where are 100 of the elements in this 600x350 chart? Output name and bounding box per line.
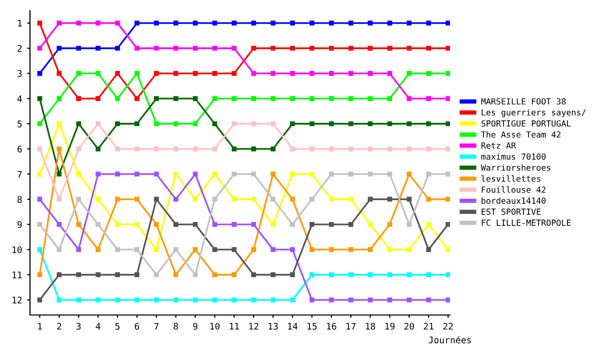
x-tick-label: 15 xyxy=(308,322,317,330)
point xyxy=(446,121,450,126)
point xyxy=(446,172,450,177)
x-tick-label: 20 xyxy=(404,322,414,330)
point xyxy=(368,121,373,126)
point xyxy=(154,121,159,126)
point xyxy=(56,96,62,102)
point xyxy=(290,196,295,202)
point xyxy=(348,272,354,278)
point xyxy=(56,70,62,76)
point xyxy=(310,20,314,26)
point xyxy=(37,247,42,252)
point xyxy=(37,46,42,51)
point xyxy=(251,46,256,51)
point xyxy=(270,297,276,302)
point xyxy=(212,146,218,152)
point xyxy=(232,46,237,51)
point xyxy=(115,247,120,252)
point xyxy=(154,196,159,202)
point xyxy=(426,247,432,252)
point xyxy=(426,172,432,177)
point xyxy=(310,272,314,278)
point xyxy=(192,172,198,177)
legend-label: MARSEILLE FOOT 38 xyxy=(481,98,566,105)
point xyxy=(387,20,392,26)
point xyxy=(37,172,42,177)
point xyxy=(232,20,237,26)
x-tick-label: 14 xyxy=(288,322,298,330)
point xyxy=(270,20,276,26)
point xyxy=(270,172,276,177)
point xyxy=(173,222,178,227)
point xyxy=(348,121,354,126)
point xyxy=(446,46,450,51)
point xyxy=(37,20,42,26)
point xyxy=(368,146,373,152)
point xyxy=(96,172,100,177)
point xyxy=(76,46,82,51)
x-tick-label: 18 xyxy=(366,322,376,330)
point xyxy=(368,272,373,278)
point xyxy=(446,20,450,26)
y-tick-label: 10 xyxy=(12,246,22,254)
point xyxy=(328,70,334,76)
point xyxy=(446,96,450,102)
point xyxy=(328,121,334,126)
point xyxy=(251,121,256,126)
point xyxy=(406,70,412,76)
point xyxy=(446,146,450,152)
point xyxy=(96,222,100,227)
point xyxy=(232,222,237,227)
point xyxy=(270,247,276,252)
point xyxy=(232,70,237,76)
x-tick-label: 9 xyxy=(193,322,198,330)
point xyxy=(115,20,120,26)
point xyxy=(232,196,237,202)
point xyxy=(290,70,295,76)
point xyxy=(232,172,237,177)
point xyxy=(368,247,373,252)
point xyxy=(173,146,178,152)
point xyxy=(115,46,120,51)
point xyxy=(426,20,432,26)
point xyxy=(270,121,276,126)
point xyxy=(270,46,276,51)
point xyxy=(446,297,450,302)
x-tick-label: 1 xyxy=(38,322,42,330)
point xyxy=(328,20,334,26)
y-tick-label: 11 xyxy=(12,272,22,278)
point xyxy=(310,146,314,152)
point xyxy=(232,272,237,278)
point xyxy=(115,222,120,227)
point xyxy=(387,70,392,76)
point xyxy=(387,146,392,152)
point xyxy=(328,172,334,177)
point xyxy=(192,222,198,227)
point xyxy=(251,146,256,152)
point xyxy=(212,247,218,252)
point xyxy=(290,20,295,26)
y-tick-label: 3 xyxy=(18,70,22,77)
point xyxy=(154,46,159,51)
point xyxy=(154,247,159,252)
point xyxy=(154,272,159,278)
y-tick-label: 7 xyxy=(18,170,22,178)
point xyxy=(115,96,120,102)
x-tick-label: 8 xyxy=(174,322,178,330)
point xyxy=(406,247,412,252)
point xyxy=(270,70,276,76)
point xyxy=(37,196,42,202)
point xyxy=(154,172,159,177)
point xyxy=(328,297,334,302)
point xyxy=(426,121,432,126)
point xyxy=(426,146,432,152)
point xyxy=(173,46,178,51)
point xyxy=(232,96,237,102)
point xyxy=(96,297,100,302)
point xyxy=(134,172,140,177)
y-tick-label: 4 xyxy=(17,95,22,102)
point xyxy=(134,272,140,278)
legend-label: Fouillouse 42 xyxy=(482,186,546,193)
point xyxy=(173,96,178,102)
point xyxy=(96,70,100,76)
legend-label: SPORTIGUE PORTUGAL xyxy=(481,120,571,127)
